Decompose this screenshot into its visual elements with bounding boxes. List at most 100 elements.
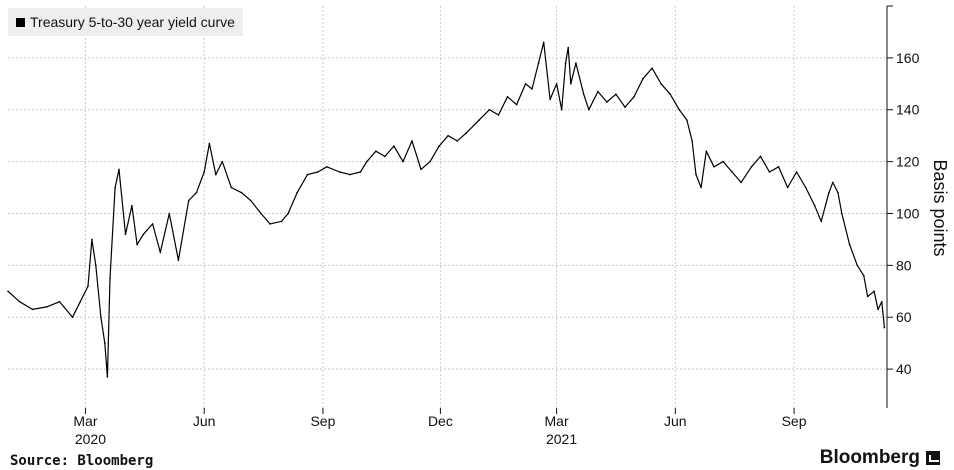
data-point <box>564 62 567 64</box>
x-tick-label: Mar <box>73 413 97 429</box>
data-point <box>326 166 328 168</box>
data-point <box>71 316 74 319</box>
data-point <box>177 259 180 262</box>
data-point <box>624 106 626 108</box>
tick-labels: 40 60 80 100 120 140 160 Mar 2020 Jun Sep Dec Mar 202… <box>73 50 919 447</box>
y-tick-label: 160 <box>896 50 920 66</box>
data-point <box>287 212 289 215</box>
data-point <box>856 264 859 267</box>
x-year-label: 2021 <box>546 431 577 447</box>
data-point <box>686 119 688 121</box>
data-point <box>296 191 298 194</box>
data-point <box>883 326 886 329</box>
data-point <box>678 108 680 111</box>
data-point <box>832 181 834 184</box>
data-point <box>731 171 733 173</box>
legend-label: Treasury 5-to-30 year yield curve <box>30 14 235 30</box>
y-tick-label: 120 <box>896 154 920 170</box>
data-point <box>91 238 93 241</box>
data-point <box>531 88 533 90</box>
data-point <box>79 300 82 303</box>
data-point <box>866 295 869 298</box>
data-point <box>786 186 789 189</box>
data-point <box>306 173 309 176</box>
data-point <box>338 171 341 173</box>
data-point <box>393 145 395 147</box>
x-tick-label: Jun <box>664 413 687 429</box>
data-point <box>104 342 106 345</box>
y-tick-label: 80 <box>896 257 912 273</box>
data-point <box>240 191 243 194</box>
data-point <box>203 171 205 173</box>
data-point <box>488 108 491 111</box>
data-point <box>118 168 120 171</box>
data-point <box>549 98 551 101</box>
data-point <box>45 306 48 308</box>
bloomberg-terminal-icon <box>926 451 940 465</box>
data-point <box>813 204 816 207</box>
source-note: Source: Bloomberg <box>10 453 154 469</box>
data-point <box>795 171 798 173</box>
data-point <box>478 119 480 121</box>
data-point <box>280 220 283 223</box>
data-point <box>187 199 190 202</box>
data-point <box>142 233 145 235</box>
data-point <box>195 191 198 194</box>
data-point <box>230 186 233 189</box>
data-point <box>131 204 133 207</box>
data-point <box>606 101 608 103</box>
data-point <box>429 160 431 163</box>
data-point <box>567 46 569 49</box>
data-point <box>588 108 590 111</box>
data-point <box>750 166 753 168</box>
data-point <box>768 171 771 173</box>
data-point <box>106 376 109 378</box>
data-point <box>848 243 851 246</box>
data-point <box>740 181 742 184</box>
data-point <box>260 212 262 215</box>
data-point <box>873 290 875 293</box>
data-point <box>555 83 558 85</box>
y-tick-label: 100 <box>896 205 920 221</box>
data-point <box>168 212 171 215</box>
data-point <box>633 96 635 98</box>
data-point <box>31 308 34 311</box>
data-point <box>597 90 599 93</box>
data-point <box>537 62 540 64</box>
y-axis-label: Basis points <box>930 159 950 256</box>
data-point <box>384 155 386 158</box>
data-point <box>820 220 822 223</box>
data-point <box>651 67 653 69</box>
data-point <box>208 142 211 145</box>
data-point <box>691 140 693 142</box>
grid-lines <box>8 6 887 408</box>
data-point <box>669 93 671 95</box>
data-point <box>515 103 518 106</box>
data-point <box>159 251 162 254</box>
data-point <box>841 212 843 215</box>
data-point <box>221 160 224 163</box>
brand-logo: Bloomberg <box>820 447 940 469</box>
data-point <box>215 173 217 176</box>
x-tick-label: Sep <box>310 413 335 429</box>
data-point <box>695 173 697 176</box>
y-tick-label: 40 <box>896 361 912 377</box>
series-line <box>7 41 885 378</box>
data-point <box>87 285 89 287</box>
data-point <box>447 134 449 137</box>
data-point <box>828 191 830 194</box>
data-point <box>151 223 154 225</box>
data-point <box>759 155 762 158</box>
data-point <box>109 277 111 280</box>
data-point <box>700 186 702 189</box>
x-tick-label: Dec <box>428 413 453 429</box>
data-point <box>317 171 319 173</box>
data-point <box>642 77 644 80</box>
data-point <box>506 96 509 98</box>
data-point <box>359 171 362 173</box>
data-point <box>777 166 780 168</box>
data-point <box>837 191 839 194</box>
data-point <box>124 233 127 235</box>
data-point <box>497 114 500 116</box>
